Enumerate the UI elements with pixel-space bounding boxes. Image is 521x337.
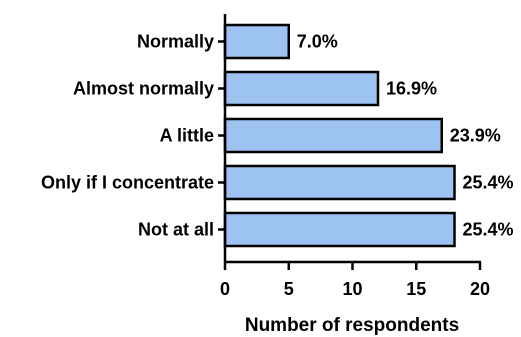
x-tick-label-4: 20	[470, 279, 490, 299]
data-label-3: 25.4%	[463, 173, 514, 193]
bar-0	[223, 23, 290, 60]
x-tick-label-3: 15	[406, 279, 426, 299]
data-label-4: 25.4%	[463, 220, 514, 240]
x-tick-label-0: 0	[220, 279, 230, 299]
x-tick-label-1: 5	[284, 279, 294, 299]
bar-3	[223, 164, 456, 201]
category-label-2: A little	[160, 126, 214, 146]
category-label-0: Normally	[137, 32, 214, 52]
x-axis-title: Number of respondents	[245, 315, 459, 336]
bar-1	[223, 70, 380, 107]
labels-layer: Normally 7.0% Almost normally 16.9% A little…	[41, 32, 514, 300]
bars-layer	[223, 23, 456, 248]
x-tick-label-2: 10	[342, 279, 362, 299]
data-label-2: 23.9%	[450, 126, 501, 146]
category-label-3: Only if I concentrate	[41, 173, 214, 193]
data-label-1: 16.9%	[386, 79, 437, 99]
category-label-1: Almost normally	[73, 79, 214, 99]
category-label-4: Not at all	[138, 220, 214, 240]
data-label-0: 7.0%	[297, 32, 338, 52]
bar-4	[223, 211, 456, 248]
ticks-layer	[218, 40, 482, 270]
bar-2	[223, 117, 443, 154]
